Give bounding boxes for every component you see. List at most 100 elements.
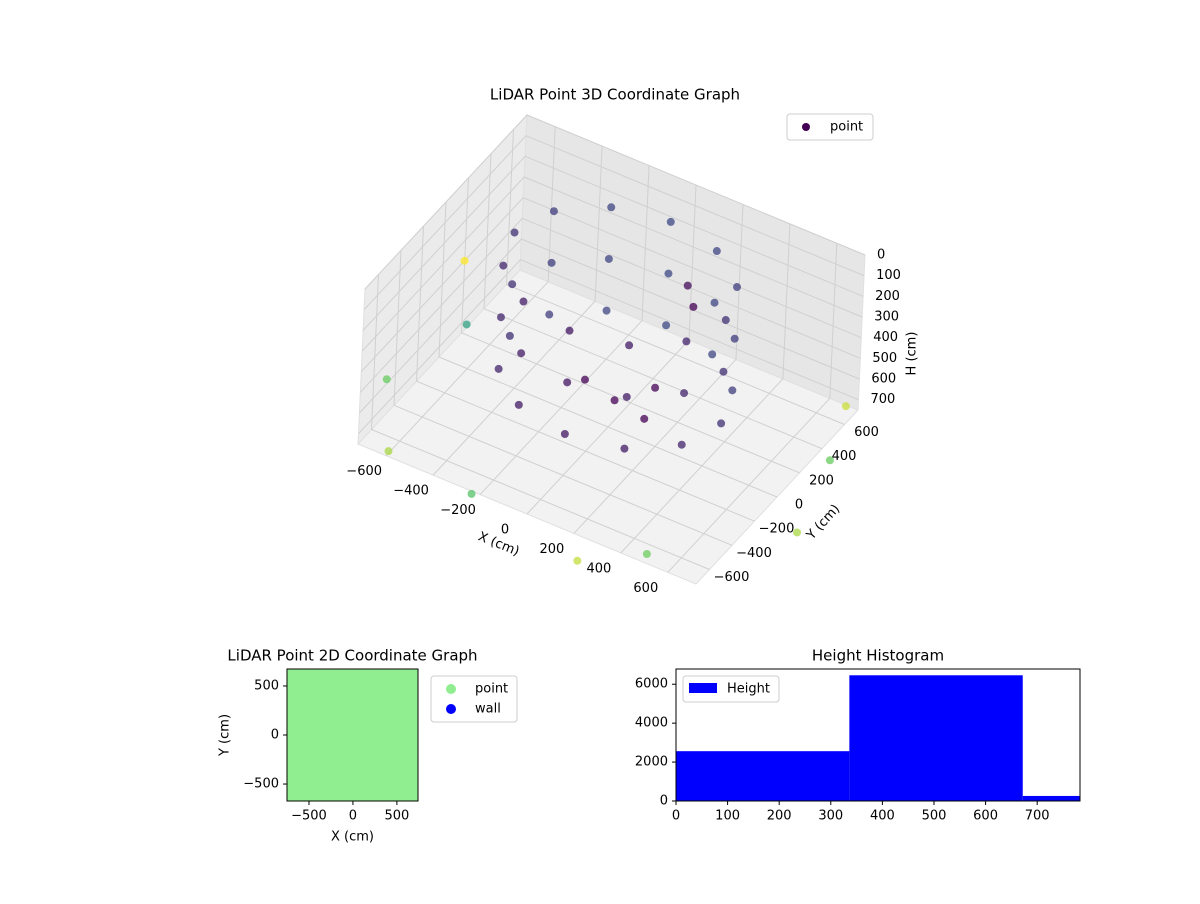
grid-line (460, 177, 800, 474)
y-tick-label: 2000 (635, 755, 668, 770)
y-tick-label: −200 (759, 522, 795, 537)
grid-line (360, 197, 862, 373)
z-tick-label: 600 (871, 372, 896, 387)
y-tick-label: 500 (254, 678, 279, 693)
x-tick-label: 500 (384, 809, 409, 824)
grid-line (483, 153, 823, 450)
y-tick-label: 0 (795, 498, 803, 513)
grid-line (363, 135, 865, 311)
legend-box (682, 675, 780, 703)
grid-line (370, 274, 710, 570)
point (573, 556, 582, 565)
legend-label: Height (727, 682, 770, 697)
y-tick-label: −400 (736, 546, 772, 561)
z-axis-label: H (cm) (905, 332, 920, 376)
point (460, 256, 469, 265)
point (683, 281, 692, 290)
point (580, 375, 589, 384)
point (607, 203, 616, 212)
point (545, 310, 554, 319)
grid-line (362, 155, 864, 331)
point (467, 489, 476, 498)
chart-title: LiDAR Point 3D Coordinate Graph (490, 86, 740, 104)
legend-marker (802, 123, 810, 131)
point (560, 430, 569, 438)
y-axis-label: Y (cm) (803, 502, 843, 544)
grid-line (438, 201, 778, 498)
point (733, 283, 742, 292)
y-tick-label: −500 (243, 777, 279, 792)
y-tick-label: 0 (271, 728, 279, 743)
point (664, 269, 673, 278)
point (712, 247, 721, 256)
point (519, 297, 528, 306)
grid-line (359, 217, 861, 393)
legend-box (786, 113, 874, 141)
grid-line (364, 114, 866, 290)
point (642, 549, 651, 558)
point (602, 306, 611, 315)
x-tick-label: −500 (291, 809, 327, 824)
point (604, 254, 613, 263)
bar (676, 751, 850, 801)
point (825, 456, 834, 465)
y-tick-label: 600 (854, 425, 879, 440)
point (505, 331, 514, 340)
point (384, 447, 393, 456)
x-axis-label: X (cm) (476, 529, 521, 559)
x-tick-label: 400 (870, 809, 895, 824)
point (666, 217, 675, 226)
point (549, 207, 558, 216)
grid-line (573, 204, 744, 534)
legend-label: point (475, 682, 508, 697)
x-tick-label: −600 (346, 464, 382, 479)
x-tick-label: 0 (349, 809, 357, 824)
point (496, 313, 505, 322)
grid-line (432, 146, 603, 476)
legend-marker (446, 684, 456, 694)
y-axis-label: Y (cm) (218, 714, 233, 757)
point (620, 444, 629, 453)
x-tick-label: 500 (922, 809, 947, 824)
grid-line (358, 259, 859, 435)
point (680, 389, 689, 398)
point (462, 320, 471, 329)
point (719, 367, 728, 376)
x-axis-label: X (cm) (331, 830, 374, 845)
x-tick-label: 600 (633, 581, 658, 596)
x-tick-label: 100 (715, 809, 740, 824)
y-tick-label: −600 (714, 570, 750, 585)
x-tick-label: −400 (393, 484, 429, 499)
z-tick-label: 700 (870, 392, 895, 407)
grid-line (385, 126, 556, 457)
legend-label: point (830, 120, 863, 135)
point (717, 419, 726, 428)
x-tick-label: 300 (818, 809, 843, 824)
point (662, 321, 671, 330)
point (494, 364, 503, 373)
bar (849, 675, 1023, 801)
z-tick-label: 200 (875, 289, 900, 304)
point (677, 440, 686, 449)
grid-line (479, 165, 650, 495)
point (640, 414, 649, 423)
point (610, 396, 619, 405)
grid-line (505, 129, 845, 425)
point (721, 316, 730, 325)
y-tick-label: 200 (809, 473, 834, 488)
legend-marker (689, 683, 717, 693)
x-tick-label: 400 (586, 561, 611, 576)
point (730, 334, 739, 343)
grid-line (415, 226, 755, 522)
point (508, 280, 517, 289)
y-tick-label: 0 (660, 794, 668, 809)
point (708, 350, 717, 359)
x-tick-label: 0 (672, 809, 680, 824)
point (514, 400, 523, 409)
point (547, 258, 556, 267)
grid-line (359, 238, 860, 414)
chart-title: Height Histogram (812, 647, 944, 665)
point (841, 402, 850, 411)
point (510, 228, 519, 237)
point (565, 326, 574, 335)
